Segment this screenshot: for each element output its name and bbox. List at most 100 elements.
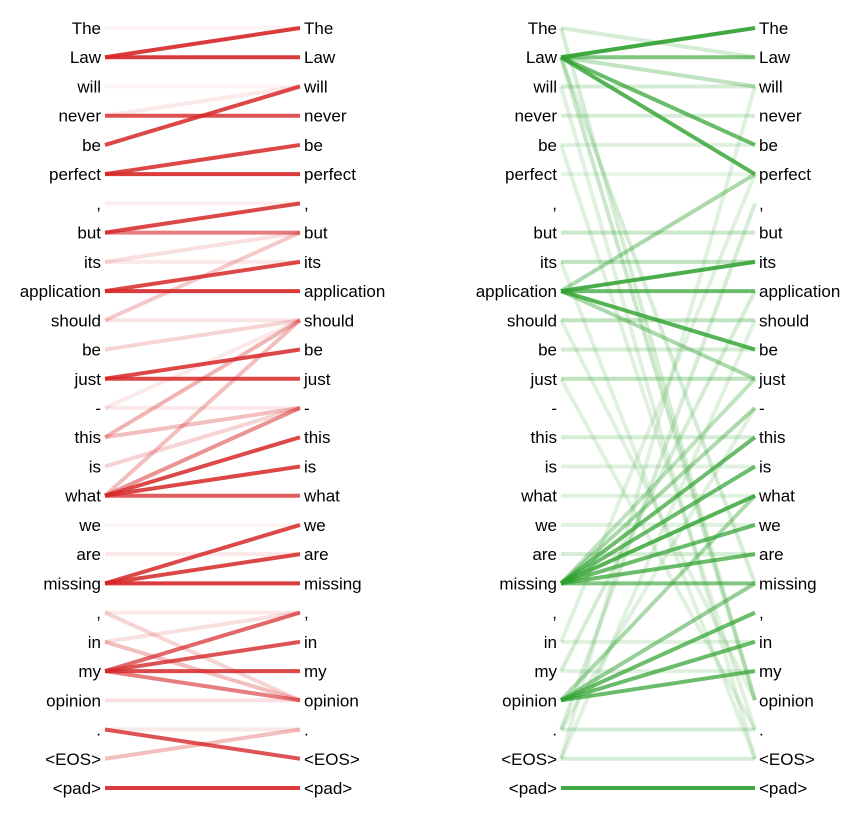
target-token: <EOS> xyxy=(304,750,360,769)
target-token: . xyxy=(759,721,764,740)
attention-edge xyxy=(104,347,301,381)
attention-edge xyxy=(104,435,301,498)
attention-panel-2: The The Law Law will will never never be be perfec… xyxy=(476,19,841,798)
attention-edge xyxy=(560,26,756,60)
target-token: - xyxy=(304,399,310,418)
source-token: . xyxy=(96,721,101,740)
attention-edge xyxy=(559,581,757,703)
attention-edge xyxy=(559,56,757,701)
target-token: missing xyxy=(759,574,817,593)
attention-edge xyxy=(560,639,756,703)
target-token: never xyxy=(759,107,802,126)
source-token: my xyxy=(534,662,557,681)
source-token: in xyxy=(544,633,557,652)
target-token: . xyxy=(304,721,309,740)
attention-edge xyxy=(560,289,756,381)
target-token: application xyxy=(304,282,385,301)
target-token: - xyxy=(759,399,765,418)
attention-edge xyxy=(104,318,301,352)
attention-edge xyxy=(104,610,301,673)
source-token: <pad> xyxy=(53,779,101,798)
target-token: perfect xyxy=(759,165,811,184)
source-token: this xyxy=(531,428,557,447)
target-token: be xyxy=(304,341,323,360)
target-token: we xyxy=(303,516,326,535)
target-token: in xyxy=(304,633,317,652)
source-token: just xyxy=(530,370,558,389)
target-token: Law xyxy=(759,48,791,67)
target-token: are xyxy=(304,545,329,564)
source-token: we xyxy=(78,516,101,535)
source-token: <pad> xyxy=(509,779,557,798)
attention-panel-1: The The Law Law will will never never be be perfec… xyxy=(20,19,386,798)
attention-edge xyxy=(104,142,301,177)
source-token: perfect xyxy=(505,165,557,184)
source-token: The xyxy=(528,19,557,38)
source-token: what xyxy=(64,487,101,506)
attention-edge xyxy=(559,172,757,293)
source-token: are xyxy=(76,545,101,564)
source-token: Law xyxy=(70,48,102,67)
source-token: application xyxy=(20,282,101,301)
target-token: , xyxy=(304,604,309,623)
attention-edge xyxy=(559,85,757,760)
attention-edge xyxy=(104,406,301,498)
attention-edge xyxy=(559,144,757,731)
attention-edge xyxy=(104,26,301,60)
source-token: application xyxy=(476,282,557,301)
source-token: , xyxy=(552,194,557,213)
target-token: <EOS> xyxy=(759,750,815,769)
target-token: should xyxy=(759,311,809,330)
attention-edge xyxy=(560,610,756,703)
attention-edge xyxy=(560,55,756,89)
attention-edge xyxy=(104,610,301,644)
target-token: but xyxy=(759,224,783,243)
target-token: The xyxy=(304,19,333,38)
source-token: are xyxy=(532,545,557,564)
target-token: application xyxy=(759,282,840,301)
source-token: - xyxy=(95,399,101,418)
source-token: just xyxy=(74,370,102,389)
target-token: should xyxy=(304,311,354,330)
target-token: missing xyxy=(304,574,362,593)
attention-edge xyxy=(104,464,301,498)
attention-edge xyxy=(560,493,756,586)
source-token: but xyxy=(533,224,557,243)
source-token: opinion xyxy=(502,691,557,710)
target-token: my xyxy=(759,662,782,681)
source-token: be xyxy=(82,136,101,155)
source-token: . xyxy=(552,721,557,740)
attention-edge xyxy=(104,639,301,674)
attention-edge xyxy=(559,494,757,702)
target-token: what xyxy=(758,487,795,506)
source-token: Law xyxy=(526,48,558,67)
source-token: we xyxy=(534,516,557,535)
source-token: - xyxy=(551,399,557,418)
source-token: , xyxy=(96,194,101,213)
source-token: , xyxy=(552,604,557,623)
attention-edge xyxy=(104,669,301,703)
attention-edge xyxy=(559,85,757,760)
source-token: be xyxy=(82,341,101,360)
source-token: its xyxy=(84,253,101,272)
attention-edge xyxy=(559,377,757,585)
source-token: be xyxy=(538,136,557,155)
target-token: this xyxy=(759,428,785,447)
source-token: should xyxy=(51,311,101,330)
attention-edge xyxy=(104,84,301,118)
source-token: in xyxy=(88,633,101,652)
target-token: The xyxy=(759,19,788,38)
source-token: this xyxy=(75,428,101,447)
target-token: its xyxy=(304,253,321,272)
attention-edge xyxy=(559,464,757,586)
target-token: will xyxy=(758,77,783,96)
attention-edge xyxy=(104,259,301,294)
target-token: , xyxy=(759,194,764,213)
target-token: just xyxy=(758,370,786,389)
attention-edge xyxy=(104,727,301,761)
source-token: but xyxy=(77,224,101,243)
attention-edge xyxy=(560,552,756,586)
source-token: never xyxy=(58,107,101,126)
target-token: this xyxy=(304,428,330,447)
